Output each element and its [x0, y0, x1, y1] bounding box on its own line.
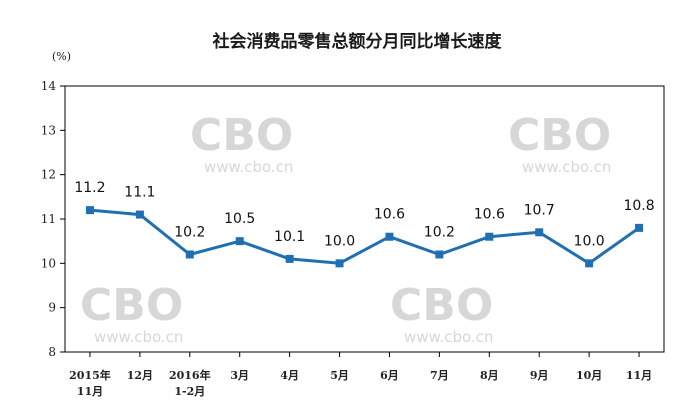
data-label: 10.1 [274, 229, 305, 245]
data-point [485, 232, 494, 241]
data-label: 10.2 [174, 224, 205, 240]
x-tick-label: 1-2月 [174, 385, 205, 398]
data-label: 11.2 [74, 180, 105, 196]
x-tick-label: 6月 [380, 369, 399, 382]
y-axis-unit: (%) [52, 50, 71, 63]
watermark-site: www.cbo.cn [404, 328, 493, 346]
chart-title: 社会消费品零售总额分月同比增长速度 [212, 31, 503, 52]
data-point [385, 232, 394, 241]
watermark-site: www.cbo.cn [204, 158, 293, 176]
data-label: 10.6 [374, 207, 405, 223]
x-tick-label: 11月 [77, 385, 103, 398]
watermark-logo: CBO [508, 110, 611, 161]
watermark-site: www.cbo.cn [94, 328, 183, 346]
x-tick-label: 11月 [626, 369, 652, 382]
data-label: 10.7 [524, 202, 555, 218]
data-point [435, 250, 444, 259]
x-tick-label: 4月 [280, 369, 299, 382]
x-tick-label: 3月 [230, 369, 249, 382]
data-point [185, 250, 194, 259]
data-point [85, 206, 94, 215]
series-line-group: 11.2 11.1 10.2 10.5 10.1 10.0 10.6 10.2 10.6 10.7… [74, 180, 655, 268]
x-tick-label: 2015年 [69, 368, 111, 382]
y-tick-label: 10 [41, 256, 56, 270]
data-label: 10.0 [324, 233, 355, 249]
watermark-logo: CBO [390, 280, 493, 331]
data-point [585, 259, 594, 268]
data-point [335, 259, 344, 268]
y-tick-label: 9 [48, 301, 56, 315]
x-tick-label: 9月 [530, 369, 549, 382]
data-point [535, 228, 544, 237]
watermark-logo: CBO [190, 110, 293, 161]
x-tick-label: 12月 [127, 369, 153, 382]
y-tick-label: 12 [41, 168, 56, 182]
series-line [89, 208, 640, 265]
y-axis: 8 9 10 11 12 13 14 [41, 79, 65, 359]
watermark-layer: CBOwww.cbo.cnCBOwww.cbo.cnCBOwww.cbo.cnC… [80, 110, 611, 346]
x-tick-label: 5月 [330, 369, 349, 382]
x-tick-label: 10月 [576, 369, 602, 382]
x-tick-label: 8月 [480, 369, 499, 382]
data-label: 10.0 [574, 233, 605, 249]
data-label: 10.2 [424, 224, 455, 240]
watermark-site: www.cbo.cn [522, 158, 611, 176]
x-axis: 2015年 11月 12月 2016年 1-2月 3月 4月 5月 6月 7月 8月 9月 10月 11月 [69, 352, 652, 398]
data-point [635, 223, 644, 232]
y-tick-label: 14 [41, 79, 57, 93]
data-point [285, 254, 294, 263]
data-label: 10.6 [474, 207, 505, 223]
x-tick-label: 7月 [430, 369, 449, 382]
y-tick-label: 8 [48, 345, 56, 359]
y-tick-label: 11 [41, 212, 56, 226]
y-tick-label: 13 [41, 123, 56, 137]
watermark-logo: CBO [80, 280, 183, 331]
data-label: 10.5 [224, 211, 255, 227]
data-point [135, 210, 144, 219]
data-label: 11.1 [124, 185, 155, 201]
data-point [235, 237, 244, 246]
x-tick-label: 2016年 [169, 368, 211, 382]
data-label: 10.8 [623, 198, 654, 214]
